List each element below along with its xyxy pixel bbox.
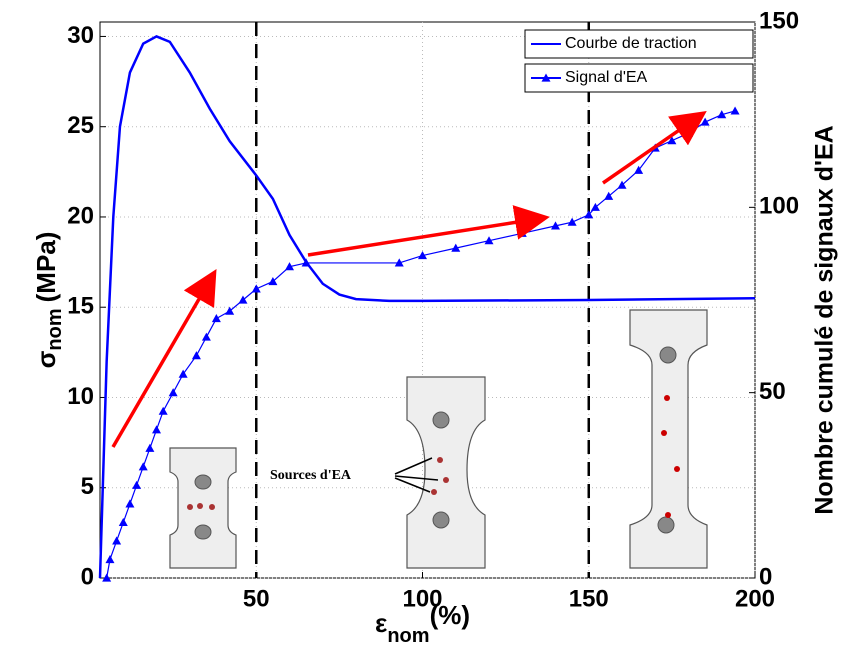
data-point bbox=[418, 251, 428, 260]
y2-tick-label: 50 bbox=[759, 378, 786, 405]
specimen-1 bbox=[169, 447, 237, 569]
data-point bbox=[394, 258, 404, 267]
data-point bbox=[138, 462, 148, 471]
data-point bbox=[105, 554, 115, 564]
data-point bbox=[684, 128, 694, 137]
y-tick-label: 15 bbox=[67, 293, 94, 320]
legend-box bbox=[524, 63, 754, 93]
data-point bbox=[132, 480, 142, 489]
data-point bbox=[251, 284, 261, 293]
y-tick-label: 30 bbox=[67, 22, 94, 49]
legend: Courbe de traction Signal d'EA bbox=[524, 29, 754, 93]
legend-label: Courbe de traction bbox=[565, 35, 697, 52]
data-point bbox=[634, 165, 644, 174]
y-axis-label: σnom (MPa) bbox=[31, 232, 66, 369]
specimen-3 bbox=[629, 309, 708, 569]
data-point bbox=[730, 106, 740, 115]
x-tick-label: 150 bbox=[569, 585, 609, 612]
y-label-unit: (MPa) bbox=[31, 232, 61, 303]
x-tick-label: 100 bbox=[402, 585, 442, 612]
x-tick-label: 50 bbox=[243, 585, 270, 612]
plot-layer bbox=[98, 21, 756, 582]
y-tick-label: 20 bbox=[67, 202, 94, 229]
y-tick-label: 10 bbox=[67, 383, 94, 410]
y-tick-label: 5 bbox=[81, 473, 94, 500]
data-point bbox=[268, 276, 278, 286]
x-label-unit: (%) bbox=[430, 600, 470, 630]
y-label-symbol: σ bbox=[31, 350, 61, 368]
data-point bbox=[238, 295, 248, 304]
x-axis-label: εnom(%) bbox=[375, 600, 470, 647]
trend-arrow bbox=[111, 268, 217, 448]
plot-frame bbox=[99, 21, 756, 579]
data-point bbox=[158, 406, 168, 415]
data-point bbox=[484, 236, 494, 245]
data-point bbox=[301, 258, 311, 267]
y2-tick-label: 150 bbox=[759, 7, 799, 34]
data-point bbox=[225, 306, 235, 315]
data-point bbox=[617, 180, 627, 189]
y-tick-label: 0 bbox=[81, 563, 94, 590]
data-point bbox=[178, 369, 188, 378]
data-point bbox=[584, 210, 594, 219]
x-label-subscript: nom bbox=[387, 625, 429, 647]
data-point bbox=[118, 517, 128, 526]
data-point bbox=[590, 202, 600, 211]
data-point bbox=[700, 117, 710, 126]
data-point bbox=[717, 110, 727, 119]
data-point bbox=[201, 332, 211, 341]
data-point bbox=[102, 573, 112, 582]
y2-tick-label: 100 bbox=[759, 193, 799, 220]
x-label-symbol: ε bbox=[375, 608, 387, 638]
data-point bbox=[112, 536, 122, 545]
specimen-2 bbox=[406, 376, 486, 569]
y-label-subscript: nom bbox=[44, 308, 66, 350]
data-point bbox=[551, 221, 561, 230]
series-line bbox=[98, 35, 756, 579]
y-tick-label: 25 bbox=[67, 112, 94, 139]
y2-axis-label: Nombre cumulé de signaux d'EA bbox=[811, 125, 839, 514]
x-tick-label: 200 bbox=[735, 585, 775, 612]
legend-label: Signal d'EA bbox=[565, 69, 648, 86]
trend-arrow bbox=[307, 205, 550, 257]
data-point bbox=[145, 443, 155, 452]
data-point bbox=[451, 243, 461, 252]
annotation: Sources d'EA bbox=[270, 468, 352, 483]
data-point bbox=[168, 388, 178, 397]
data-point bbox=[152, 425, 162, 434]
data-point bbox=[125, 499, 135, 508]
trend-arrow bbox=[602, 111, 707, 185]
data-point bbox=[191, 351, 201, 360]
legend-box bbox=[524, 29, 754, 59]
data-point bbox=[211, 314, 221, 323]
annotation-arrows bbox=[394, 457, 439, 493]
data-point bbox=[285, 262, 295, 271]
legend-marker bbox=[541, 73, 551, 82]
data-point bbox=[567, 217, 577, 226]
data-point bbox=[604, 191, 614, 200]
y2-tick-label: 0 bbox=[759, 563, 772, 590]
trend-arrows bbox=[111, 111, 707, 448]
